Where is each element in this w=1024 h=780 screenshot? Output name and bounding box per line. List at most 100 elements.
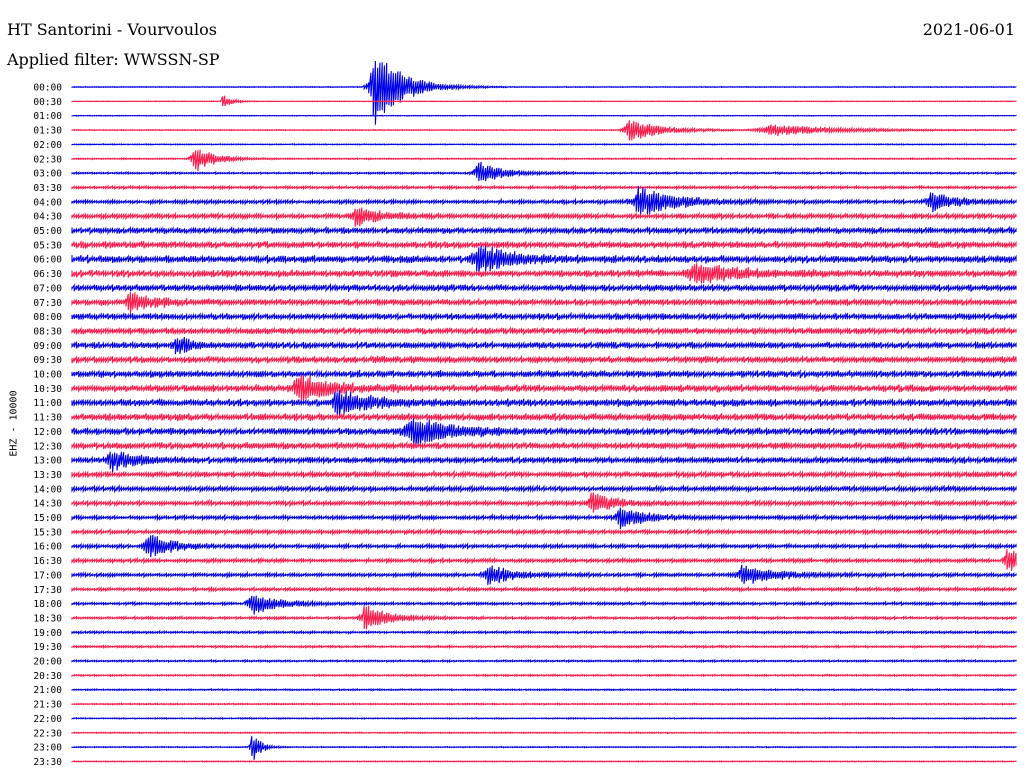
- trace-time-label: 11:00: [33, 398, 62, 409]
- station-title: HT Santorini - Vourvoulos: [7, 20, 217, 39]
- trace-time-label: 12:30: [33, 441, 62, 452]
- trace-time-label: 20:00: [33, 657, 62, 668]
- seismic-trace: [71, 412, 1017, 422]
- trace-time-label: 11:30: [33, 413, 62, 424]
- trace-time-label: 01:00: [33, 111, 62, 122]
- trace-time-label: 23:00: [33, 743, 62, 754]
- seismic-trace: [71, 507, 1017, 530]
- trace-time-label: 05:30: [33, 240, 62, 251]
- trace-time-label: 14:30: [33, 499, 62, 510]
- trace-time-label: 12:00: [33, 427, 62, 438]
- trace-time-label: 22:00: [33, 714, 62, 725]
- seismic-trace: [71, 184, 1017, 191]
- trace-time-label: 03:00: [33, 169, 62, 180]
- trace-time-label: 15:00: [33, 513, 62, 524]
- trace-time-label: 09:00: [33, 341, 62, 352]
- trace-time-label: 18:30: [33, 613, 62, 624]
- seismic-trace: [71, 418, 1017, 448]
- seismic-trace: [71, 263, 1017, 284]
- trace-time-label: 07:00: [33, 283, 62, 294]
- seismic-trace: [71, 469, 1017, 480]
- trace-time-label: 16:30: [33, 556, 62, 567]
- trace-time-label: 06:00: [33, 255, 62, 266]
- seismic-trace: [71, 564, 1017, 585]
- seismic-trace: [71, 186, 1017, 215]
- trace-time-label: 06:30: [33, 269, 62, 280]
- trace-time-label: 16:00: [33, 542, 62, 553]
- seismic-trace: [71, 585, 1017, 593]
- seismic-trace: [71, 354, 1017, 365]
- seismic-trace: [71, 629, 1017, 635]
- seismic-trace: [71, 143, 1017, 146]
- seismic-trace: [71, 736, 1017, 760]
- trace-time-label: 00:30: [33, 97, 62, 108]
- seismic-trace: [71, 760, 1017, 763]
- trace-time-label: 22:30: [33, 728, 62, 739]
- seismic-trace: [71, 374, 1017, 403]
- seismic-trace: [71, 207, 1017, 227]
- filter-label: Applied filter: WWSSN-SP: [7, 50, 220, 69]
- seismic-trace: [71, 336, 1017, 355]
- seismic-trace: [71, 595, 1017, 615]
- trace-time-label: 01:30: [33, 126, 62, 137]
- trace-time-label: 17:30: [33, 585, 62, 596]
- trace-time-label: 18:00: [33, 599, 62, 610]
- trace-time-label: 19:00: [33, 628, 62, 639]
- seismic-trace: [71, 225, 1017, 236]
- trace-time-label: 04:00: [33, 197, 62, 208]
- trace-time-label: 07:30: [33, 298, 62, 309]
- trace-time-label: 13:00: [33, 456, 62, 467]
- trace-time-label: 21:30: [33, 700, 62, 711]
- trace-time-label: 23:30: [33, 757, 62, 768]
- trace-time-label: 02:00: [33, 140, 62, 151]
- seismic-trace: [71, 687, 1017, 692]
- trace-time-label: 19:30: [33, 642, 62, 653]
- seismic-trace: [71, 239, 1017, 251]
- seismic-trace: [71, 492, 1017, 513]
- seismic-trace: [71, 368, 1017, 380]
- trace-time-label: 20:30: [33, 671, 62, 682]
- seismic-trace: [71, 311, 1017, 322]
- seismic-trace: [71, 658, 1017, 664]
- seismic-trace: [71, 440, 1017, 451]
- trace-time-label: 10:00: [33, 370, 62, 381]
- seismic-trace: [71, 534, 1017, 558]
- seismic-trace: [71, 483, 1017, 494]
- seismic-trace: [71, 673, 1017, 678]
- seismic-trace: [71, 114, 1017, 117]
- seismic-trace: [71, 605, 1017, 630]
- trace-time-label: 02:30: [33, 154, 62, 165]
- seismic-trace: [71, 716, 1017, 720]
- seismic-trace: [71, 326, 1017, 336]
- trace-time-label: 14:00: [33, 484, 62, 495]
- trace-time-label: 15:30: [33, 527, 62, 538]
- trace-time-label: 08:30: [33, 326, 62, 337]
- seismic-trace: [71, 282, 1017, 293]
- seismic-trace: [71, 161, 1017, 182]
- trace-labels: 00:00 00:30 01:00 01:30 02:00 02:30 03:00 03:30…: [33, 83, 62, 768]
- seismic-trace: [71, 60, 1017, 125]
- traces: [71, 60, 1017, 763]
- seismic-trace: [71, 390, 1017, 417]
- date-label: 2021-06-01: [922, 20, 1015, 39]
- seismic-trace: [71, 149, 1017, 172]
- trace-time-label: 21:00: [33, 685, 62, 696]
- seismic-trace: [71, 549, 1017, 571]
- trace-time-label: 17:00: [33, 570, 62, 581]
- trace-time-label: 10:30: [33, 384, 62, 395]
- trace-time-label: 13:30: [33, 470, 62, 481]
- seismic-trace: [71, 245, 1017, 276]
- seismic-trace: [71, 731, 1017, 735]
- seismic-trace: [71, 120, 1017, 141]
- seismic-trace: [71, 292, 1017, 314]
- trace-time-label: 08:00: [33, 312, 62, 323]
- trace-time-label: 09:30: [33, 355, 62, 366]
- seismic-trace: [71, 95, 1017, 107]
- seismic-trace: [71, 644, 1017, 650]
- trace-time-label: 03:30: [33, 183, 62, 194]
- seismic-trace: [71, 451, 1017, 473]
- seismic-trace: [71, 702, 1017, 706]
- trace-time-label: 04:30: [33, 212, 62, 223]
- trace-time-label: 05:00: [33, 226, 62, 237]
